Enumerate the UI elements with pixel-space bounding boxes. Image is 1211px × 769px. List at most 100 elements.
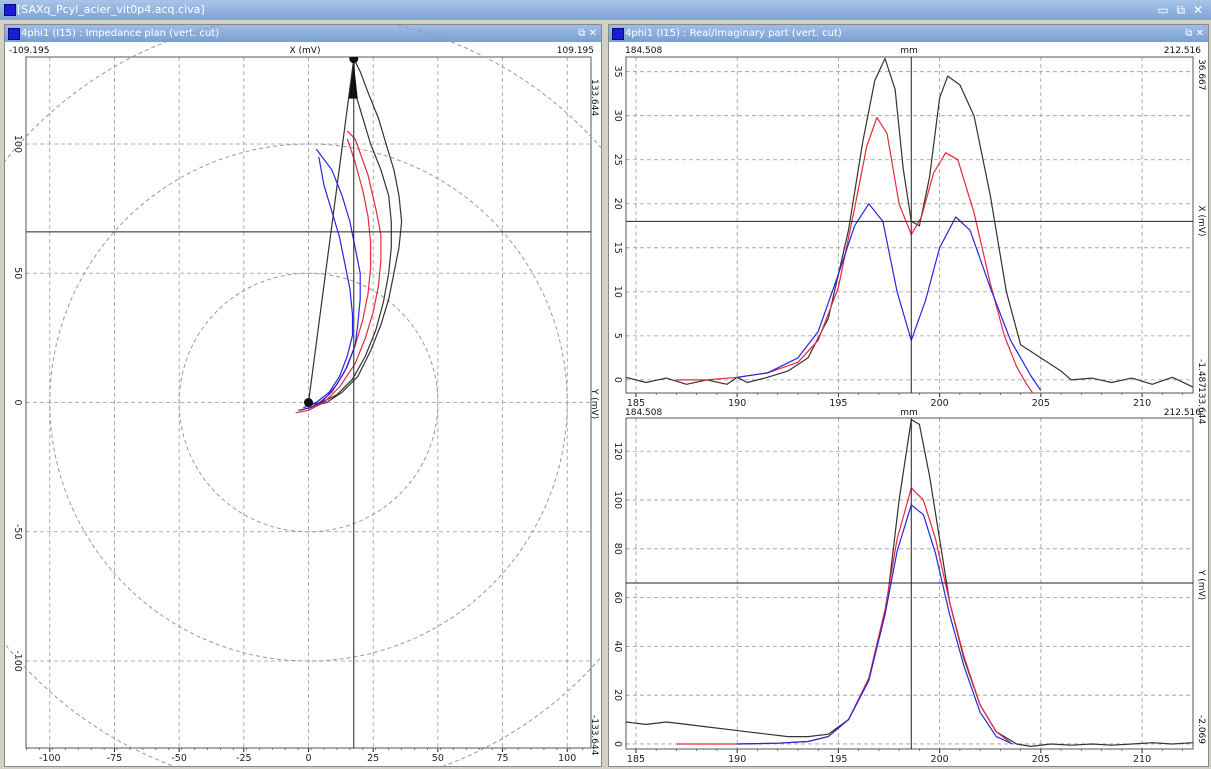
top_chart-x-tick-label: 185 xyxy=(627,398,645,409)
red-series-line xyxy=(300,138,372,411)
x-axis-title: X (mV) xyxy=(290,46,321,56)
pane-icon xyxy=(8,28,20,40)
top_chart-x-tick-label: 195 xyxy=(829,398,847,409)
top_chart-x-tick-label: 200 xyxy=(931,398,949,409)
black-series-line xyxy=(307,58,355,403)
left_pane-x-tick-label: -100 xyxy=(39,753,61,764)
top_chart-plot-frame xyxy=(625,56,1194,394)
left-pane-controls[interactable]: ⧉ ✕ xyxy=(578,28,597,39)
arrow-tip-dot xyxy=(349,57,359,64)
left_pane-y-tick-label: 50 xyxy=(12,267,23,279)
top_chart-y-tick-label: 25 xyxy=(612,154,623,166)
red-series-line xyxy=(676,487,1011,745)
left_pane-x-tick-label: 25 xyxy=(367,753,379,764)
left_pane-y-tick-label: -50 xyxy=(12,524,23,540)
bottom-chart-edge-labels: 184.508 mm 212.516 133.644 Y (mV) -2.069 xyxy=(625,387,1206,744)
left_pane-y-tick-label: 0 xyxy=(12,399,23,405)
right-pane-titlebar: 4phi1 (I15) : Real/Imaginary part (vert.… xyxy=(609,25,1208,42)
impedance-plane-pane: 4phi1 (I15) : Impedance plan (vert. cut)… xyxy=(4,24,602,767)
y-min-label: -133.644 xyxy=(589,715,599,756)
bottom-y-min-label: -2.069 xyxy=(1196,715,1206,744)
bottom_chart-x-tick-label: 185 xyxy=(627,754,645,765)
top-y-min-label: -1.487 xyxy=(1196,359,1206,388)
bottom_chart-x-tick-label: 205 xyxy=(1032,754,1050,765)
bottom_chart-x-tick-label: 190 xyxy=(728,754,746,765)
bottom_chart-y-tick-label: 20 xyxy=(612,689,623,701)
blue-series-line xyxy=(303,156,354,409)
top-y-axis-title: X (mV) xyxy=(1196,206,1206,237)
bottom_chart-y-tick-label: 0 xyxy=(612,741,623,747)
left_pane-x-tick-label: -25 xyxy=(236,753,252,764)
top-x-min-label: 184.508 xyxy=(625,46,662,56)
window-titlebar: [SAXq_Pcyl_acier_vit0p4.acq.civa] ▭ ⧉ ✕ xyxy=(0,0,1211,20)
bottom_chart-x-tick-label: 200 xyxy=(931,754,949,765)
bottom_chart-y-tick-label: 60 xyxy=(612,592,623,604)
bottom_chart-y-tick-label: 120 xyxy=(612,442,623,460)
black-series-line xyxy=(308,58,403,409)
left_pane-ref-circle xyxy=(5,25,601,766)
bottom_chart-y-tick-label: 80 xyxy=(612,543,623,555)
bottom_chart-y-tick-label: 100 xyxy=(612,491,623,509)
window-controls[interactable]: ▭ ⧉ ✕ xyxy=(1157,3,1205,17)
real-imaginary-pane: 4phi1 (I15) : Real/Imaginary part (vert.… xyxy=(608,24,1209,767)
top-chart-edge-labels: 184.508 mm 212.516 36.667 X (mV) -1.487 xyxy=(625,46,1206,388)
x-max-label: 109.195 xyxy=(557,46,594,56)
top_chart-y-tick-label: 30 xyxy=(612,110,623,122)
left_pane-y-tick-label: -100 xyxy=(12,650,23,672)
black-series-line xyxy=(308,58,392,406)
blue-series-line xyxy=(737,504,1013,745)
top_chart-y-tick-label: 0 xyxy=(612,377,623,383)
top_chart-x-tick-label: 190 xyxy=(728,398,746,409)
impedance-plane-chart[interactable]: -109.195 X (mV) 109.195 133.644 Y (mV) -… xyxy=(5,25,601,766)
top_chart-y-tick-label: 35 xyxy=(612,66,623,78)
top_chart-y-tick-label: 15 xyxy=(612,242,623,254)
top_chart-x-tick-label: 205 xyxy=(1032,398,1050,409)
arrow-head xyxy=(348,62,358,99)
black-series-line xyxy=(626,419,1193,748)
right-pane-title: 4phi1 (I15) : Real/Imaginary part (vert.… xyxy=(625,28,842,39)
left_pane-x-tick-label: 50 xyxy=(432,753,444,764)
bottom_chart-series-group xyxy=(626,418,1193,749)
left-pane-title: 4phi1 (I15) : Impedance plan (vert. cut) xyxy=(21,28,220,39)
left_pane-plot: -100 -75 -50 -25 0 25 50 75 100 100 50 0 -50 -100 xyxy=(5,25,601,766)
top-y-max-label: 36.667 xyxy=(1196,59,1206,91)
bottom_chart-plot-frame xyxy=(625,417,1194,750)
bottom-y-axis-title: Y (mV) xyxy=(1196,569,1206,600)
real-imaginary-charts[interactable]: 184.508 mm 212.516 36.667 X (mV) -1.487 … xyxy=(609,25,1208,766)
left_pane-y-tick-label: 100 xyxy=(12,135,23,153)
bottom-x-unit: mm xyxy=(900,408,918,418)
right-pane-controls[interactable]: ⧉ ✕ xyxy=(1185,28,1204,39)
app-icon xyxy=(4,4,16,16)
top-x-unit: mm xyxy=(900,46,918,56)
red-series-line xyxy=(295,130,382,414)
left_pane-x-tick-label: 75 xyxy=(496,753,508,764)
top_chart-plot: 185 190 195 200 205 210 35 30 25 20 15 10 5 0 xyxy=(612,56,1194,409)
y-max-label: 133.644 xyxy=(589,79,599,116)
left_pane-x-tick-label: 0 xyxy=(305,753,311,764)
left_pane-x-tick-label: -75 xyxy=(107,753,123,764)
top_chart-y-tick-label: 20 xyxy=(612,198,623,210)
left_pane-x-tick-label: 100 xyxy=(558,753,576,764)
x-min-label: -109.195 xyxy=(9,46,49,56)
top_chart-x-tick-label: 210 xyxy=(1133,398,1151,409)
top_chart-y-tick-label: 5 xyxy=(612,333,623,339)
left_pane-plot-frame xyxy=(25,56,592,749)
left_pane-series-group xyxy=(26,57,591,748)
top_chart-series-group xyxy=(626,57,1193,393)
bottom_chart-x-tick-label: 210 xyxy=(1133,754,1151,765)
bottom_chart-y-tick-label: 40 xyxy=(612,640,623,652)
left_pane-ref-circle xyxy=(49,143,568,662)
bottom-x-min-label: 184.508 xyxy=(625,408,662,418)
left_pane-x-tick-label: -50 xyxy=(171,753,187,764)
top-x-max-label: 212.516 xyxy=(1164,46,1201,56)
top_chart-y-tick-label: 10 xyxy=(612,286,623,298)
bottom_chart-x-tick-label: 195 xyxy=(829,754,847,765)
left-pane-titlebar: 4phi1 (I15) : Impedance plan (vert. cut)… xyxy=(5,25,601,42)
bottom-x-max-label: 212.516 xyxy=(1164,408,1201,418)
bottom-y-max-label: 133.644 xyxy=(1196,387,1206,424)
black-series-line xyxy=(626,57,1193,388)
y-axis-title: Y (mV) xyxy=(589,388,599,419)
blue-series-line xyxy=(298,148,361,411)
left_pane-ref-circle xyxy=(178,272,439,533)
